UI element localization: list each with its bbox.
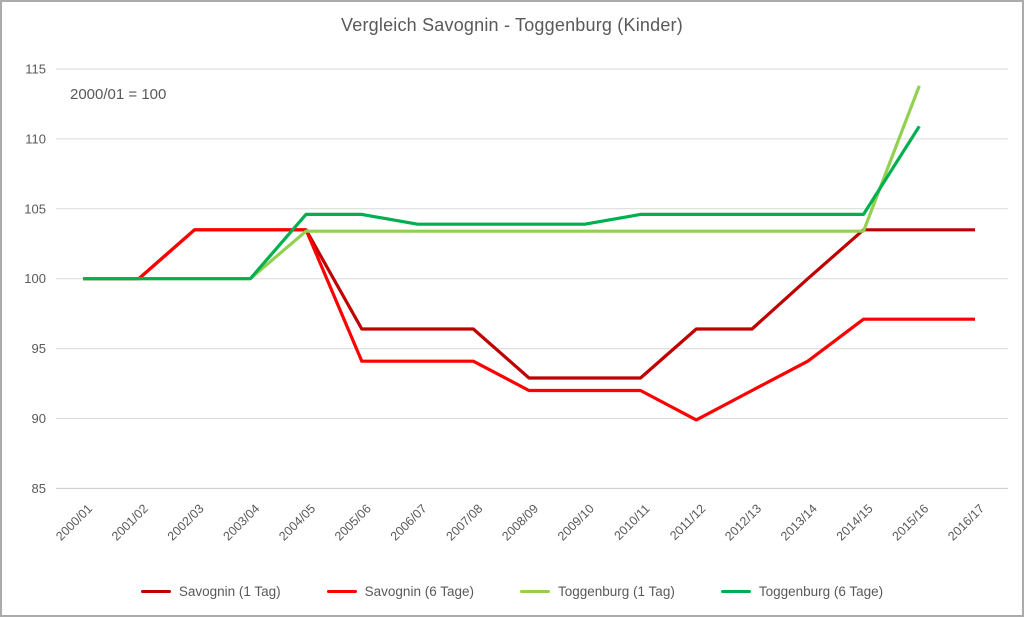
x-axis-tick-label: 2001/02 <box>109 502 151 544</box>
x-axis-tick-label: 2007/08 <box>444 502 486 544</box>
legend-line-swatch <box>140 589 171 594</box>
series-line-toggenburg-6-tage <box>83 125 921 281</box>
x-axis-tick-label: 2013/14 <box>778 502 820 544</box>
x-axis-tick-label: 2015/16 <box>890 502 932 544</box>
y-axis-tick-label: 90 <box>32 411 46 426</box>
x-axis-tick-label: 2016/17 <box>945 502 987 544</box>
legend-item-toggenburg-1-tag: Toggenburg (1 Tag) <box>519 584 675 599</box>
legend-item-savognin-1-tag: Savognin (1 Tag) <box>140 584 281 599</box>
y-axis-tick-label: 100 <box>24 271 46 286</box>
x-axis-tick-label: 2002/03 <box>165 502 207 544</box>
legend-line-swatch <box>326 589 357 594</box>
chart-title: Vergleich Savognin - Toggenburg (Kinder) <box>341 15 683 35</box>
legend-label: Toggenburg (1 Tag) <box>557 584 675 599</box>
legend: Savognin (1 Tag) Savognin (6 Tage) Toggenb… <box>2 584 1022 599</box>
x-axis-tick-label: 2008/09 <box>499 502 541 544</box>
x-axis-tick-label: 2012/13 <box>722 502 764 544</box>
y-axis-tick-label: 85 <box>32 481 46 496</box>
series-line-toggenburg-1-tag <box>83 85 921 281</box>
y-axis-tick-label: 105 <box>24 201 46 216</box>
x-axis-tick-label: 2003/04 <box>221 502 263 544</box>
series-line-savognin-1-tag <box>83 228 975 380</box>
x-axis-tick-label: 2011/12 <box>667 502 708 543</box>
legend-label: Toggenburg (6 Tage) <box>758 584 884 599</box>
x-axis-tick-label: 2014/15 <box>834 502 876 544</box>
legend-item-savognin-6-tage: Savognin (6 Tage) <box>326 584 474 599</box>
x-axis-tick-label: 2006/07 <box>388 502 430 544</box>
x-axis-tick-label: 2005/06 <box>332 502 374 544</box>
legend-item-toggenburg-6-tage: Toggenburg (6 Tage) <box>720 584 884 599</box>
y-axis-tick-label: 110 <box>25 131 46 146</box>
series-line-savognin-6-tage <box>83 228 975 422</box>
legend-line-swatch <box>519 589 550 594</box>
x-axis-tick-label: 2000/01 <box>53 502 95 544</box>
x-axis-tick-label: 2009/10 <box>555 502 597 544</box>
y-axis-tick-label: 115 <box>25 62 46 77</box>
legend-label: Savognin (1 Tag) <box>178 584 281 599</box>
legend-label: Savognin (6 Tage) <box>364 584 474 599</box>
x-axis-tick-label: 2004/05 <box>276 502 318 544</box>
x-axis-tick-label: 2010/11 <box>611 502 652 543</box>
legend-line-swatch <box>720 589 751 594</box>
baseline-annotation: 2000/01 = 100 <box>70 86 167 103</box>
y-axis-tick-label: 95 <box>32 341 46 356</box>
